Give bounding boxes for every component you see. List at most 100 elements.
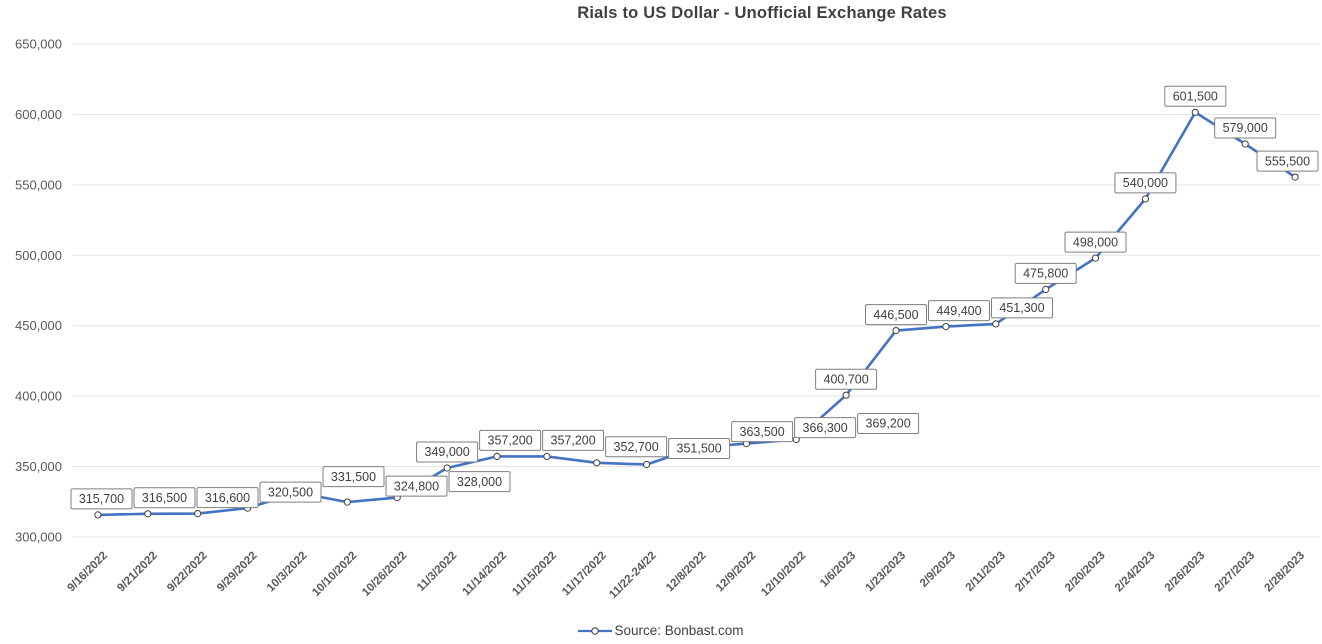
data-label-value: 363,500 <box>740 425 785 439</box>
x-axis-tick-label: 11/17/2022 <box>560 550 609 599</box>
x-axis-tick-label: 11/22-24/22 <box>607 550 658 601</box>
data-point-marker <box>1091 254 1100 262</box>
data-label-value: 451,300 <box>999 301 1044 315</box>
y-axis-tick-label: 550,000 <box>15 177 62 192</box>
y-axis-tick-label: 500,000 <box>15 248 62 263</box>
y-axis-tick-label: 650,000 <box>15 37 62 52</box>
data-label-box <box>196 487 259 509</box>
data-point-marker <box>493 452 501 460</box>
x-axis-tick-label: 2/9/2023 <box>918 550 958 590</box>
legend: Source: Bonbast.com <box>0 623 1322 638</box>
data-label-box <box>133 487 196 509</box>
x-axis-tick-label: 2/20/2023 <box>1063 550 1108 595</box>
data-point-marker <box>144 510 152 518</box>
data-label-value: 328,000 <box>457 475 502 489</box>
data-label-value: 316,500 <box>142 491 187 505</box>
data-label-box <box>479 429 542 451</box>
legend-line-marker-icon <box>578 626 613 635</box>
data-label-box <box>731 421 794 443</box>
data-label-value: 400,700 <box>824 372 869 386</box>
data-label-box <box>70 488 133 510</box>
data-point-marker <box>543 452 551 460</box>
x-axis-tick-label: 2/26/2023 <box>1163 550 1208 595</box>
data-point-marker <box>842 391 850 399</box>
x-axis-tick-label: 1/23/2023 <box>863 550 908 595</box>
x-axis-tick-label: 10/26/2022 <box>360 550 409 599</box>
data-label-value: 475,800 <box>1023 267 1068 281</box>
x-axis-tick-label: 2/17/2023 <box>1013 550 1058 595</box>
data-label-box <box>1014 262 1077 284</box>
data-point-marker <box>343 498 351 506</box>
data-label-value: 446,500 <box>873 308 918 322</box>
x-axis-tick-label: 2/27/2023 <box>1213 550 1258 595</box>
data-label-value: 449,400 <box>936 304 981 318</box>
data-label-box <box>865 304 927 326</box>
data-label-box <box>385 475 448 497</box>
data-label-box <box>322 466 385 488</box>
x-axis-tick-label: 11/3/2022 <box>415 550 459 594</box>
data-point-marker <box>94 511 102 519</box>
x-axis-tick-label: 9/16/2022 <box>65 550 110 595</box>
x-axis-tick-label: 1/6/2023 <box>818 550 858 590</box>
data-point-marker <box>593 459 601 467</box>
data-label-box <box>991 297 1053 319</box>
x-axis-tick-label: 11/15/2022 <box>510 550 559 599</box>
data-label-value: 316,600 <box>205 491 250 505</box>
data-point-marker <box>892 327 900 335</box>
data-label-value: 555,500 <box>1265 154 1310 168</box>
y-axis-tick-label: 450,000 <box>15 318 62 333</box>
x-axis-tick-label: 2/11/2023 <box>964 550 1008 594</box>
y-axis-tick-label: 600,000 <box>15 107 62 122</box>
data-point-marker <box>643 460 651 469</box>
x-axis-tick-label: 11/14/2022 <box>460 550 509 599</box>
data-label-value: 331,500 <box>331 470 376 484</box>
data-label-value: 349,000 <box>425 445 470 459</box>
data-point-marker <box>1191 108 1199 116</box>
x-axis-tick-label: 10/10/2022 <box>310 550 359 599</box>
y-axis-tick-label: 400,000 <box>15 389 62 404</box>
x-axis-tick-label: 12/8/2022 <box>664 550 709 595</box>
data-label-box <box>1114 172 1177 194</box>
data-label-value: 369,200 <box>866 417 911 431</box>
data-label-box <box>815 368 878 390</box>
data-point-marker <box>992 320 1000 328</box>
data-label-value: 540,000 <box>1123 176 1168 190</box>
data-label-value: 357,200 <box>551 434 596 448</box>
data-label-box <box>1064 231 1127 253</box>
data-label-box <box>542 429 605 451</box>
data-point-marker <box>1291 173 1299 181</box>
data-point-marker <box>1141 195 1150 203</box>
data-point-marker <box>942 323 950 331</box>
data-label-value: 601,500 <box>1173 90 1218 104</box>
data-label-box <box>1256 150 1319 172</box>
data-point-marker <box>194 509 202 518</box>
data-label-value: 351,500 <box>677 442 722 456</box>
x-axis-tick-label: 10/3/2022 <box>265 550 310 595</box>
x-axis-tick-label: 12/10/2022 <box>759 550 808 599</box>
data-label-box <box>668 438 731 459</box>
data-label-box <box>794 417 857 439</box>
x-axis-tick-label: 9/22/2022 <box>165 550 210 595</box>
data-point-marker <box>443 464 451 472</box>
x-axis-tick-label: 2/24/2023 <box>1113 550 1158 595</box>
data-point-marker <box>1042 285 1050 293</box>
x-axis-tick-label: 2/28/2023 <box>1263 550 1308 595</box>
x-axis-tick-label: 12/9/2022 <box>714 550 759 595</box>
data-point-marker <box>1241 140 1249 148</box>
data-label-box <box>857 413 920 434</box>
chart-title: Rials to US Dollar - Unofficial Exchange… <box>577 4 947 22</box>
data-label-value: 498,000 <box>1073 235 1118 249</box>
y-axis-tick-label: 350,000 <box>15 459 62 474</box>
data-label-value: 320,500 <box>268 485 313 499</box>
x-axis-tick-label: 9/21/2022 <box>115 550 160 595</box>
data-label-box <box>928 300 990 322</box>
data-label-value: 315,700 <box>79 492 124 506</box>
data-label-value: 352,700 <box>614 440 659 454</box>
data-label-box <box>259 481 322 503</box>
data-label-value: 366,300 <box>803 421 848 435</box>
data-label-value: 324,800 <box>394 479 439 493</box>
x-axis-tick-label: 9/29/2022 <box>215 550 260 595</box>
data-label-box <box>448 471 511 493</box>
